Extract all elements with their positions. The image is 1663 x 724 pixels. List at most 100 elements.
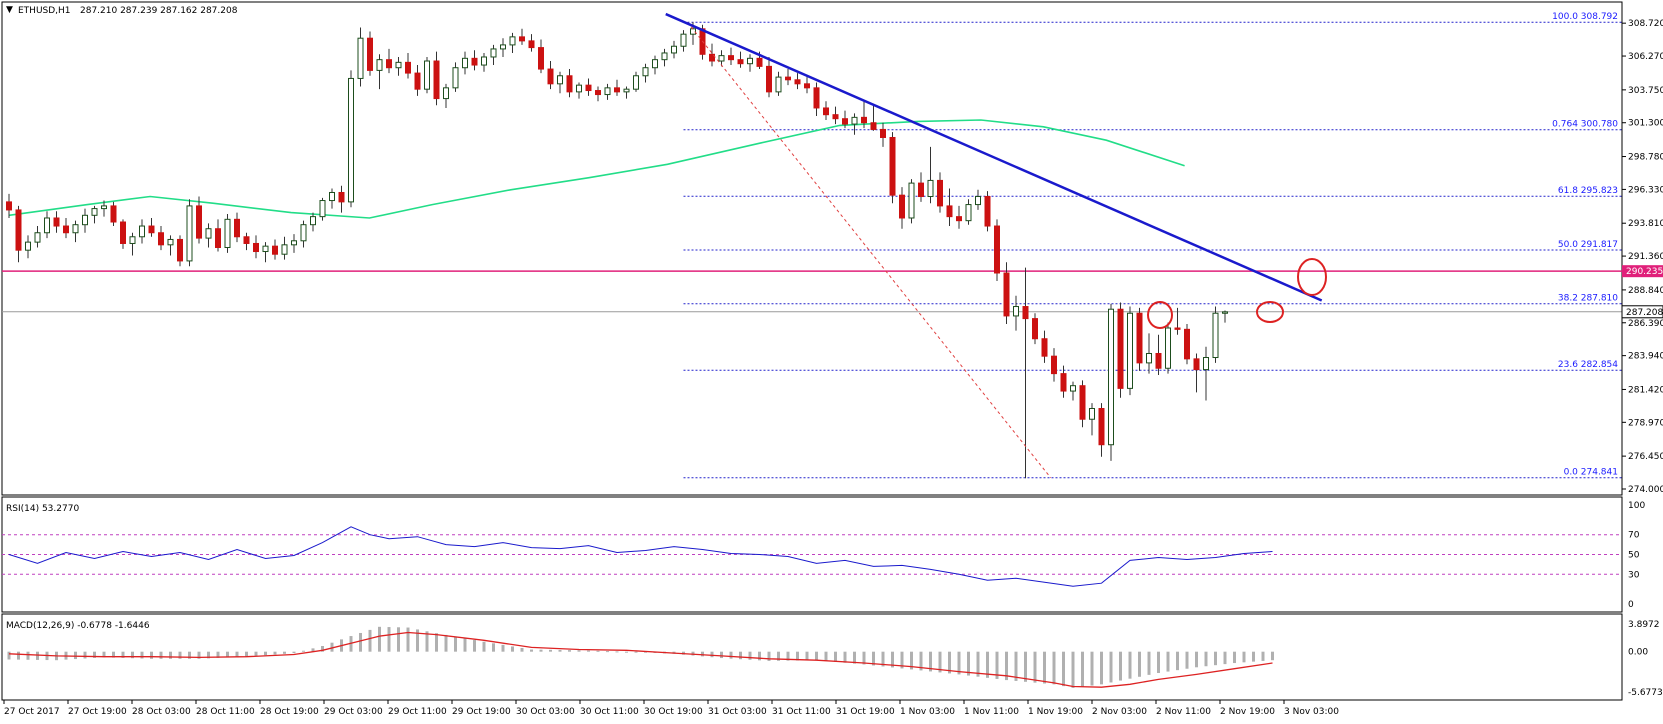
macd-histogram-bar <box>929 651 932 672</box>
candle-body <box>72 224 79 234</box>
candle-body <box>709 53 715 62</box>
header-arrow-icon[interactable]: ▼ <box>6 5 13 15</box>
candle-body <box>937 179 943 207</box>
macd-histogram-bar <box>17 651 20 660</box>
candle-body <box>34 232 41 243</box>
candle-body <box>547 68 554 85</box>
candle-body <box>462 57 468 69</box>
highlight-circle <box>1147 301 1173 329</box>
macd-histogram-bar <box>321 645 324 652</box>
macd-histogram-bar <box>1242 651 1246 663</box>
time-tick-label: 30 Oct 03:00 <box>516 707 575 717</box>
macd-histogram-bar <box>1261 651 1265 661</box>
price-tick-label: 296.330 <box>1628 185 1663 195</box>
macd-histogram-bar <box>473 640 476 652</box>
candle-body <box>338 191 345 203</box>
macd-histogram-bar <box>131 651 134 659</box>
candle-body <box>424 60 430 90</box>
macd-histogram-bar <box>444 634 448 652</box>
time-tick-label: 2 Nov 11:00 <box>1156 707 1211 717</box>
candle-body <box>500 44 506 50</box>
macd-histogram-bar <box>273 651 277 655</box>
macd-histogram-bar <box>1024 651 1027 682</box>
candle-body <box>53 217 60 227</box>
candle-body <box>566 75 573 93</box>
rsi-tick-label: 0 <box>1628 600 1634 610</box>
macd-histogram-bar <box>634 651 638 653</box>
candle-body <box>975 196 981 206</box>
macd-histogram-bar <box>1166 651 1170 672</box>
highlight-circle <box>1256 301 1284 323</box>
price-tick-label: 291.360 <box>1628 252 1663 262</box>
candle-body <box>1184 328 1190 360</box>
candle-body <box>538 47 544 70</box>
macd-histogram-bar <box>1233 651 1236 664</box>
price-tick-label: 276.450 <box>1628 452 1663 462</box>
macd-histogram-bar <box>283 651 286 654</box>
macd-histogram-bar <box>169 651 172 659</box>
macd-histogram-bar <box>140 651 144 659</box>
macd-histogram-bar <box>150 651 153 659</box>
resistance-price-label: 290.235 <box>1626 267 1663 277</box>
time-tick-label: 29 Oct 19:00 <box>452 707 511 717</box>
macd-histogram-bar <box>872 651 875 666</box>
candle-body <box>357 37 364 79</box>
macd-histogram-bar <box>1033 651 1037 683</box>
macd-histogram-bar <box>463 638 467 652</box>
candle-body <box>452 67 459 89</box>
macd-histogram-bar <box>1157 651 1160 673</box>
price-tick-label: 283.940 <box>1628 352 1663 362</box>
macd-histogram-bar <box>482 641 486 652</box>
price-tick-label: 303.750 <box>1628 86 1663 96</box>
candle-body <box>585 84 592 92</box>
candle-body <box>110 205 117 223</box>
macd-histogram-bar <box>948 651 951 674</box>
fib-level-label: 38.2 287.810 <box>1558 294 1618 304</box>
candle-body <box>481 56 487 66</box>
candle-body <box>747 57 753 65</box>
macd-histogram-bar <box>1014 651 1018 681</box>
time-tick-label: 1 Nov 19:00 <box>1028 707 1083 717</box>
macd-histogram-bar <box>1214 651 1217 666</box>
candle-body <box>196 205 202 239</box>
macd-histogram-bar <box>853 651 856 664</box>
candle-body <box>186 205 193 262</box>
macd-histogram-bar <box>121 651 125 658</box>
time-tick-label: 29 Oct 03:00 <box>324 707 383 717</box>
macd-histogram-bar <box>767 651 771 661</box>
macd-histogram-bar <box>587 650 590 652</box>
candle-body <box>1193 358 1200 371</box>
candle-body <box>652 59 658 69</box>
macd-histogram-bar <box>701 651 704 657</box>
candle-body <box>1127 312 1133 389</box>
fib-level-label: 100.0 308.792 <box>1552 12 1618 22</box>
macd-histogram-bar <box>786 651 790 661</box>
fib-level-label: 23.6 282.854 <box>1558 360 1618 370</box>
time-tick-label: 1 Nov 03:00 <box>900 707 955 717</box>
macd-tick-label: 0.00 <box>1628 648 1648 658</box>
candle-body <box>234 218 240 238</box>
macd-histogram-bar <box>1195 651 1198 668</box>
price-tick-label: 286.390 <box>1628 319 1663 329</box>
macd-histogram-bar <box>178 651 182 659</box>
macd-histogram-bar <box>739 651 742 660</box>
candle-body <box>965 204 972 222</box>
candle-body <box>1032 318 1038 340</box>
candle-body <box>642 67 649 77</box>
candle-body <box>1203 357 1209 371</box>
candle-body <box>367 37 373 71</box>
candle-body <box>1212 312 1219 359</box>
candle-body <box>1117 308 1124 389</box>
candle-body <box>376 59 383 71</box>
macd-histogram-bar <box>1271 651 1274 661</box>
macd-histogram-bar <box>435 633 438 652</box>
macd-histogram-bar <box>815 651 818 661</box>
macd-histogram-bar <box>796 651 799 661</box>
time-tick-label: 28 Oct 19:00 <box>260 707 319 717</box>
candle-body <box>576 84 582 93</box>
price-tick-label: 293.810 <box>1628 219 1663 229</box>
macd-histogram-bar <box>748 651 752 660</box>
macd-histogram-bar <box>957 651 961 675</box>
candle-body <box>129 236 136 244</box>
